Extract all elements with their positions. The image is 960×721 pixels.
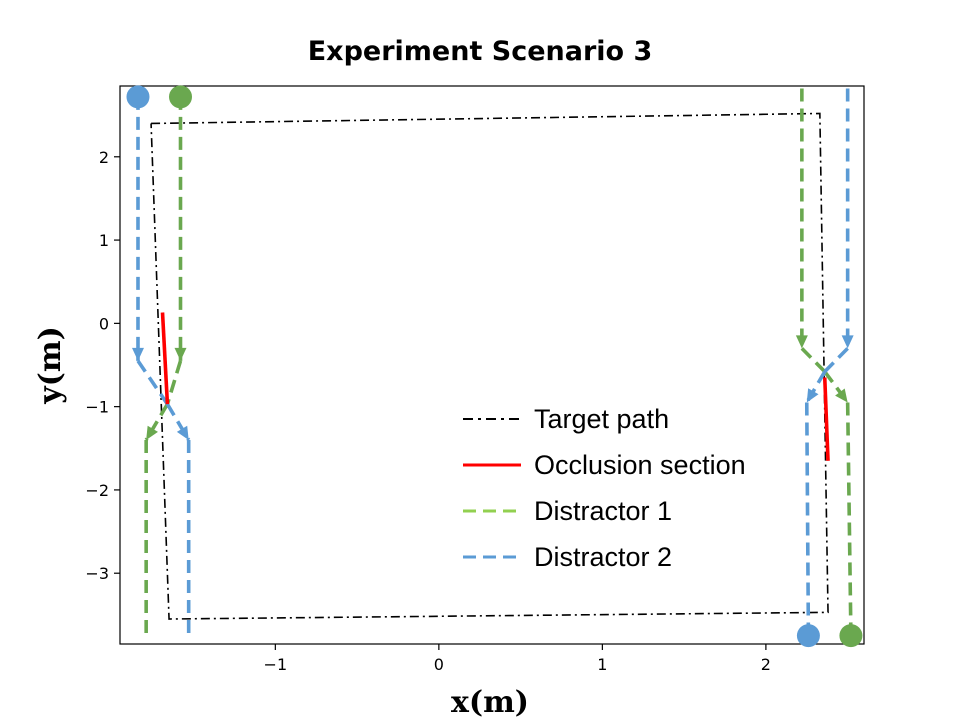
distractor-1-segment xyxy=(845,402,853,636)
occlusion-section-segment xyxy=(160,312,170,405)
legend-label-distractor-1: Distractor 1 xyxy=(534,496,672,526)
distractor-1-arrowhead xyxy=(835,388,848,403)
distractor-2-endpoint-marker xyxy=(796,624,820,648)
direction-arrows xyxy=(131,335,854,440)
distractor-2-arrowhead xyxy=(806,388,819,403)
distractor-1-segment xyxy=(144,403,169,441)
y-tick-label: 0 xyxy=(99,314,109,333)
distractor-2-endpoint-marker xyxy=(126,85,150,109)
y-tick-label: −2 xyxy=(85,481,109,500)
y-tick-label: −3 xyxy=(85,564,109,583)
distractor-2-segment xyxy=(804,402,811,636)
x-tick-label: 2 xyxy=(761,655,771,674)
distractor-1-segment xyxy=(165,360,183,405)
occlusion-section-segment xyxy=(822,377,830,461)
x-tick-label: −1 xyxy=(264,655,288,674)
target-path-line xyxy=(150,112,829,620)
legend-label-occlusion-section: Occlusion section xyxy=(534,450,746,480)
distractor-2-segment xyxy=(165,403,191,441)
distractor-2-segment xyxy=(823,347,849,373)
y-tick-label: −1 xyxy=(85,398,109,417)
distractor-1-arrowhead xyxy=(174,347,187,361)
distractor-1-arrowhead xyxy=(146,425,158,440)
distractor-1-segment xyxy=(800,347,827,373)
chart-title: Experiment Scenario 3 xyxy=(308,36,653,67)
y-axis-title: y(m) xyxy=(33,326,68,405)
plot-area-frame xyxy=(119,85,865,645)
y-tick-label: 2 xyxy=(99,148,109,167)
distractor-2-segment xyxy=(136,359,169,406)
x-tick-label: 0 xyxy=(434,655,444,674)
distractor-1-arrowhead xyxy=(795,335,808,349)
endpoint-markers xyxy=(126,85,863,648)
distractor-2-arrowhead xyxy=(841,335,854,349)
x-tick-label: 1 xyxy=(597,655,607,674)
distractor-2-arrowhead xyxy=(131,347,144,361)
x-axis-title: x(m) xyxy=(451,685,529,720)
y-tick-label: 1 xyxy=(99,231,109,250)
legend-label-distractor-2: Distractor 2 xyxy=(534,542,672,572)
distractor-2-arrowhead xyxy=(176,425,189,440)
distractor-1-endpoint-marker xyxy=(169,85,193,109)
axis-ticks: −1 0 1 2 −3 −2 −1 0 1 2 xyxy=(85,148,771,674)
legend-label-target-path: Target path xyxy=(534,404,669,434)
legend: Target path Occlusion section Distractor 1… xyxy=(463,404,746,572)
distractor-1-endpoint-marker xyxy=(839,624,863,648)
